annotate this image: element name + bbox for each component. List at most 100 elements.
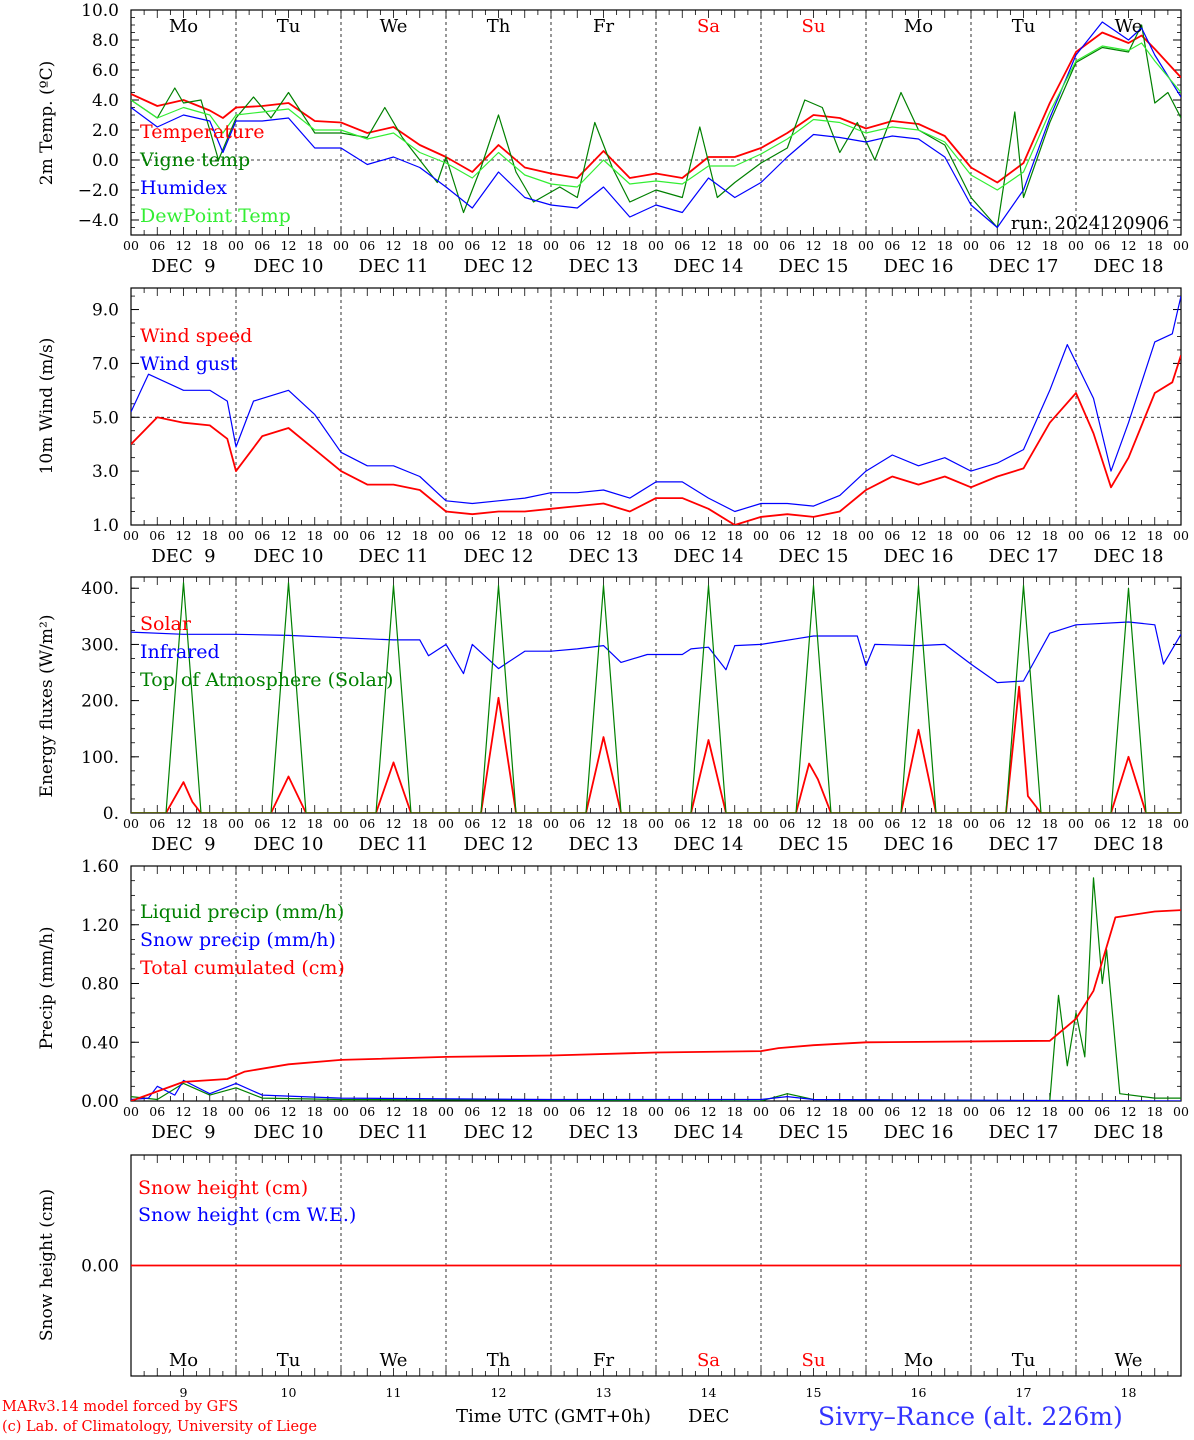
hour-tick-label: 00: [123, 816, 139, 831]
hour-tick-label: 06: [1094, 816, 1110, 831]
weekday-label: Su: [802, 16, 826, 37]
day-number-label: 15: [806, 1385, 822, 1400]
series-line-humidex: [131, 21, 1181, 229]
legend-entry: Total cumulated (cm): [140, 957, 345, 979]
hour-tick-label: 12: [281, 528, 297, 543]
plot-frame: [130, 9, 1182, 236]
hour-tick-label: 12: [491, 238, 507, 253]
hour-tick-label: 06: [1094, 1104, 1110, 1119]
date-label: DEC 14: [674, 256, 744, 277]
hour-tick-label: 12: [911, 528, 927, 543]
y-tick-label: 1.20: [81, 916, 119, 936]
hour-tick-label: 00: [753, 1104, 769, 1119]
hour-tick-label: 00: [1173, 816, 1189, 831]
date-label: DEC 15: [779, 834, 849, 855]
hour-tick-label: 06: [149, 816, 165, 831]
y-tick-label: 100.: [81, 748, 119, 768]
hour-tick-label: 06: [884, 816, 900, 831]
hour-tick-label: 00: [543, 816, 559, 831]
hour-tick-label: 06: [989, 238, 1005, 253]
hour-tick-label: 18: [1042, 238, 1058, 253]
y-tick-label: 0.00: [81, 1092, 119, 1112]
series-line-infrared: [131, 621, 1181, 684]
hour-tick-label: 00: [1068, 816, 1084, 831]
legend-entry: Temperature: [140, 121, 264, 143]
legend-entry: Infrared: [140, 641, 220, 663]
weekday-label: Su: [802, 1350, 826, 1371]
hour-tick-label: 12: [1121, 1104, 1137, 1119]
y-tick-label: −4.0: [78, 211, 119, 231]
legend-entry: Humidex: [140, 177, 227, 199]
hour-tick-label: 00: [123, 1104, 139, 1119]
hour-tick-label: 18: [307, 238, 323, 253]
hour-tick-label: 06: [464, 1104, 480, 1119]
date-label: DEC 13: [569, 256, 639, 277]
hour-tick-label: 18: [1147, 816, 1163, 831]
date-label: DEC 9: [151, 256, 215, 277]
hour-tick-label: 12: [1121, 528, 1137, 543]
hour-tick-label: 18: [832, 528, 848, 543]
hour-tick-label: 06: [569, 816, 585, 831]
hour-tick-label: 06: [1094, 528, 1110, 543]
hour-tick-label: 18: [1042, 816, 1058, 831]
date-label: DEC 9: [151, 546, 215, 567]
y-tick-label: 1.60: [81, 857, 119, 877]
date-label: DEC 18: [1094, 256, 1164, 277]
hour-tick-label: 00: [438, 528, 454, 543]
weekday-label: Th: [487, 16, 511, 37]
date-label: DEC 15: [779, 256, 849, 277]
hour-tick-label: 06: [254, 1104, 270, 1119]
hour-tick-label: 06: [674, 238, 690, 253]
hour-tick-label: 06: [359, 528, 375, 543]
date-label: DEC 13: [569, 1122, 639, 1143]
hour-tick-label: 06: [674, 528, 690, 543]
hour-tick-label: 12: [701, 816, 717, 831]
weekday-label: We: [1115, 16, 1143, 37]
hour-tick-label: 00: [753, 528, 769, 543]
hour-tick-label: 12: [911, 238, 927, 253]
hour-tick-label: 00: [1173, 1104, 1189, 1119]
hour-tick-label: 00: [123, 528, 139, 543]
date-label: DEC 15: [779, 1122, 849, 1143]
date-label: DEC 17: [989, 546, 1059, 567]
date-label: DEC 10: [254, 546, 324, 567]
series-line-total-cumulated-cm-: [131, 909, 1181, 1101]
hour-tick-label: 12: [911, 1104, 927, 1119]
hour-tick-label: 00: [333, 528, 349, 543]
y-tick-label: 5.0: [92, 408, 119, 428]
hour-tick-label: 12: [491, 816, 507, 831]
hour-tick-label: 00: [438, 238, 454, 253]
y-tick-label: 4.0: [92, 91, 119, 111]
hour-tick-label: 18: [727, 816, 743, 831]
weekday-label: Mo: [904, 1350, 933, 1371]
hour-tick-label: 00: [963, 238, 979, 253]
hour-tick-label: 06: [674, 816, 690, 831]
legend-entry: Vigne temp: [139, 149, 250, 171]
hour-tick-label: 18: [622, 528, 638, 543]
hour-tick-label: 12: [596, 238, 612, 253]
hour-tick-label: 06: [149, 528, 165, 543]
hour-tick-label: 12: [911, 816, 927, 831]
weekday-label: Tu: [1012, 1350, 1036, 1371]
hour-tick-label: 18: [1042, 1104, 1058, 1119]
hour-tick-label: 18: [307, 816, 323, 831]
date-label: DEC 10: [254, 256, 324, 277]
y-tick-label: 0.40: [81, 1033, 119, 1053]
weekday-label: Tu: [277, 16, 301, 37]
hour-tick-label: 12: [281, 1104, 297, 1119]
hour-tick-label: 18: [937, 1104, 953, 1119]
date-label: DEC 16: [884, 546, 954, 567]
hour-tick-label: 18: [622, 238, 638, 253]
legend-entry: Snow height (cm W.E.): [138, 1204, 356, 1226]
date-label: DEC 17: [989, 256, 1059, 277]
weekday-label: Sa: [697, 16, 720, 37]
date-label: DEC 18: [1094, 546, 1164, 567]
x-axis-title: Time UTC (GMT+0h): [456, 1406, 651, 1427]
date-label: DEC 9: [151, 834, 215, 855]
series-line-snow-precip-mm-h-: [131, 1079, 1181, 1101]
hour-tick-label: 06: [464, 816, 480, 831]
hour-tick-label: 06: [149, 1104, 165, 1119]
y-tick-label: 0.0: [92, 151, 119, 171]
hour-tick-label: 00: [753, 238, 769, 253]
y-tick-label: 1.0: [92, 516, 119, 536]
